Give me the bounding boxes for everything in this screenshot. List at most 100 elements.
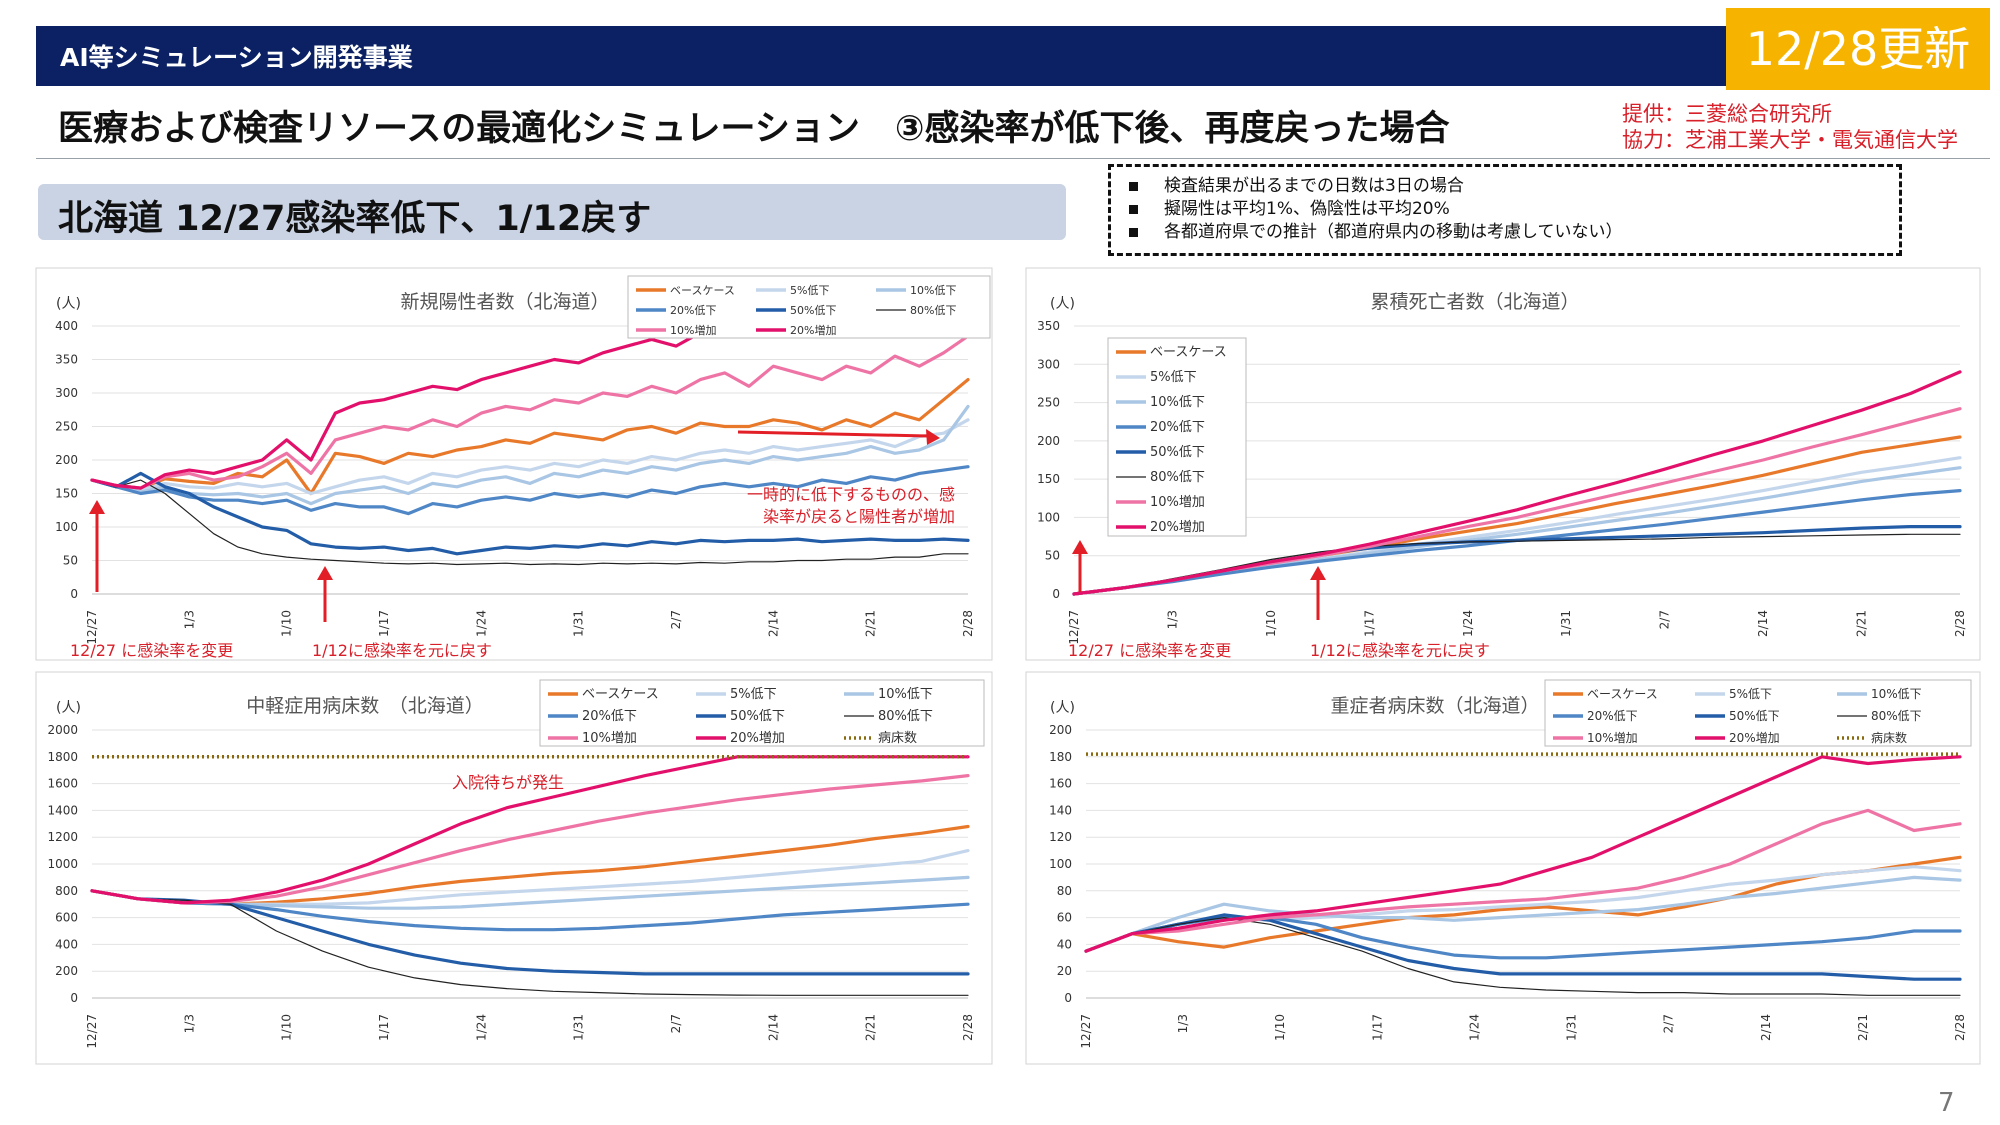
legend-label: 50%低下: [730, 709, 785, 724]
y-tick-label: 250: [1037, 396, 1060, 410]
legend-label: 10%増加: [670, 324, 716, 337]
y-tick-label: 0: [70, 587, 78, 601]
x-tick-label: 1/3: [1165, 610, 1179, 629]
y-tick-label: 200: [1049, 723, 1072, 737]
legend-label: 20%低下: [1150, 420, 1205, 435]
y-tick-label: 20: [1057, 964, 1072, 978]
series-line: [90, 773, 970, 905]
y-tick-label: 80: [1057, 884, 1072, 898]
series-line: [1084, 915, 1962, 960]
legend-box: [539, 679, 985, 747]
y-unit-label: (人): [1050, 700, 1075, 716]
x-tick-label: 2/21: [864, 610, 878, 637]
provider-credit: 提供：三菱総合研究所: [1622, 102, 1832, 126]
series-line: [1072, 370, 1962, 596]
chart-3: 0 200 400 600 800 1000 1200 1400 1600 1800 2000 12/…: [35, 671, 993, 1065]
x-tick-label: 2/21: [1856, 1014, 1870, 1041]
series-line: [1084, 913, 1962, 981]
series-line: [90, 465, 970, 516]
legend-label: 10%低下: [1150, 395, 1205, 410]
y-tick-label: 0: [1052, 587, 1060, 601]
arrow-head: [1072, 540, 1088, 554]
x-tick-label: 1/31: [572, 610, 586, 637]
x-tick-label: 1/24: [1461, 610, 1475, 637]
cooperation-credit: 協力：芝浦工業大学・電気通信大学: [1622, 128, 1958, 152]
legend-label: 病床数: [1871, 730, 1907, 745]
trend-arrow-shaft: [737, 430, 929, 438]
page-number: 7: [1938, 1088, 1955, 1118]
x-tick-label: 1/17: [1370, 1014, 1384, 1041]
x-tick-label: 12/27: [85, 610, 99, 645]
chart-title: 新規陽性者数（北海道）: [400, 291, 609, 313]
y-tick-label: 300: [55, 386, 78, 400]
x-tick-label: 1/24: [1467, 1014, 1481, 1041]
series-line: [1084, 875, 1962, 953]
series-line: [90, 334, 970, 490]
y-tick-label: 100: [1049, 857, 1072, 871]
note-text: 各都道府県での推計（都道府県内の移動は考慮していない）: [1164, 222, 1623, 242]
x-tick-label: 1/31: [1565, 1014, 1579, 1041]
x-tick-label: 1/10: [1264, 610, 1278, 637]
y-unit-label: (人): [56, 296, 81, 312]
subtitle-banner: [38, 184, 1066, 240]
y-tick-label: 120: [1049, 830, 1072, 844]
annotation-text: 染率が戻ると陽性者が増加: [763, 507, 955, 526]
y-tick-label: 180: [1049, 750, 1072, 764]
series-line: [1084, 755, 1962, 953]
x-tick-label: 1/17: [377, 610, 391, 637]
y-tick-label: 800: [55, 884, 78, 898]
x-tick-label: 1/3: [182, 1014, 196, 1033]
legend-label: 5%低下: [1150, 370, 1197, 385]
legend-label: 20%増加: [1150, 520, 1205, 535]
y-tick-label: 60: [1057, 911, 1072, 925]
annotation-text: 12/27 に感染率を変更: [70, 641, 233, 660]
x-tick-label: 2/14: [1756, 610, 1770, 637]
x-tick-label: 2/21: [1855, 610, 1869, 637]
note-item: 各都道府県での推計（都道府県内の移動は考慮していない）: [1129, 217, 1899, 242]
legend-label: 20%低下: [670, 304, 716, 317]
y-tick-label: 100: [1037, 510, 1060, 524]
arrow-head: [317, 566, 333, 580]
legend-label: 20%低下: [582, 709, 637, 724]
bullet-icon: [1129, 181, 1138, 191]
chart-2: 0 50 100 150 200 250 300 350 12/27 1/3 1/10 1/17 1/2…: [1025, 267, 1981, 661]
note-text: 擬陽性は平均1%、偽陰性は平均20%: [1164, 199, 1450, 219]
legend-label: 5%低下: [730, 687, 777, 702]
legend-label: 50%低下: [790, 304, 836, 317]
chart-title: 重症者病床数（北海道）: [1330, 695, 1539, 717]
legend-label: 10%低下: [878, 687, 933, 702]
assumption-notes: 検査結果が出るまでの日数は3日の場合 擬陽性は平均1%、偽陰性は平均20% 各都…: [1108, 164, 1902, 256]
series-line: [1084, 808, 1962, 953]
x-tick-label: 2/14: [1759, 1014, 1773, 1041]
y-tick-label: 0: [70, 991, 78, 1005]
x-tick-label: 2/14: [766, 610, 780, 637]
x-tick-label: 2/7: [669, 1014, 683, 1033]
y-tick-label: 1400: [47, 803, 78, 817]
annotation-text: 12/27 に感染率を変更: [1068, 641, 1231, 660]
legend-box: [627, 275, 991, 339]
update-badge: 12/28更新: [1726, 8, 1990, 90]
legend-label: 病床数: [878, 731, 917, 746]
subtitle: 北海道 12/27感染率低下、1/12戻す: [58, 199, 652, 239]
y-tick-label: 600: [55, 911, 78, 925]
y-tick-label: 200: [1037, 434, 1060, 448]
x-tick-label: 1/17: [1362, 610, 1376, 637]
y-tick-label: 350: [55, 353, 78, 367]
x-tick-label: 1/10: [1273, 1014, 1287, 1041]
legend-label: 10%増加: [1150, 495, 1205, 510]
y-tick-label: 40: [1057, 937, 1072, 951]
top-banner: [36, 26, 1726, 86]
y-unit-label: (人): [1050, 296, 1075, 312]
y-tick-label: 1800: [47, 750, 78, 764]
note-item: 検査結果が出るまでの日数は3日の場合: [1129, 171, 1899, 196]
x-tick-label: 12/27: [85, 1014, 99, 1049]
y-tick-label: 150: [1037, 472, 1060, 486]
x-tick-label: 2/28: [1953, 1014, 1967, 1041]
note-item: 擬陽性は平均1%、偽陰性は平均20%: [1129, 194, 1899, 219]
annotation-text: 一時的に低下するものの、感: [747, 485, 955, 504]
legend-label: ベースケース: [1150, 345, 1227, 360]
page-title: 医療および検査リソースの最適化シミュレーション ③感染率が低下後、再度戻った場合: [58, 109, 1450, 149]
note-text: 検査結果が出るまでの日数は3日の場合: [1164, 176, 1464, 196]
trend-arrow-head: [926, 429, 940, 445]
arrow-head: [1310, 566, 1326, 580]
